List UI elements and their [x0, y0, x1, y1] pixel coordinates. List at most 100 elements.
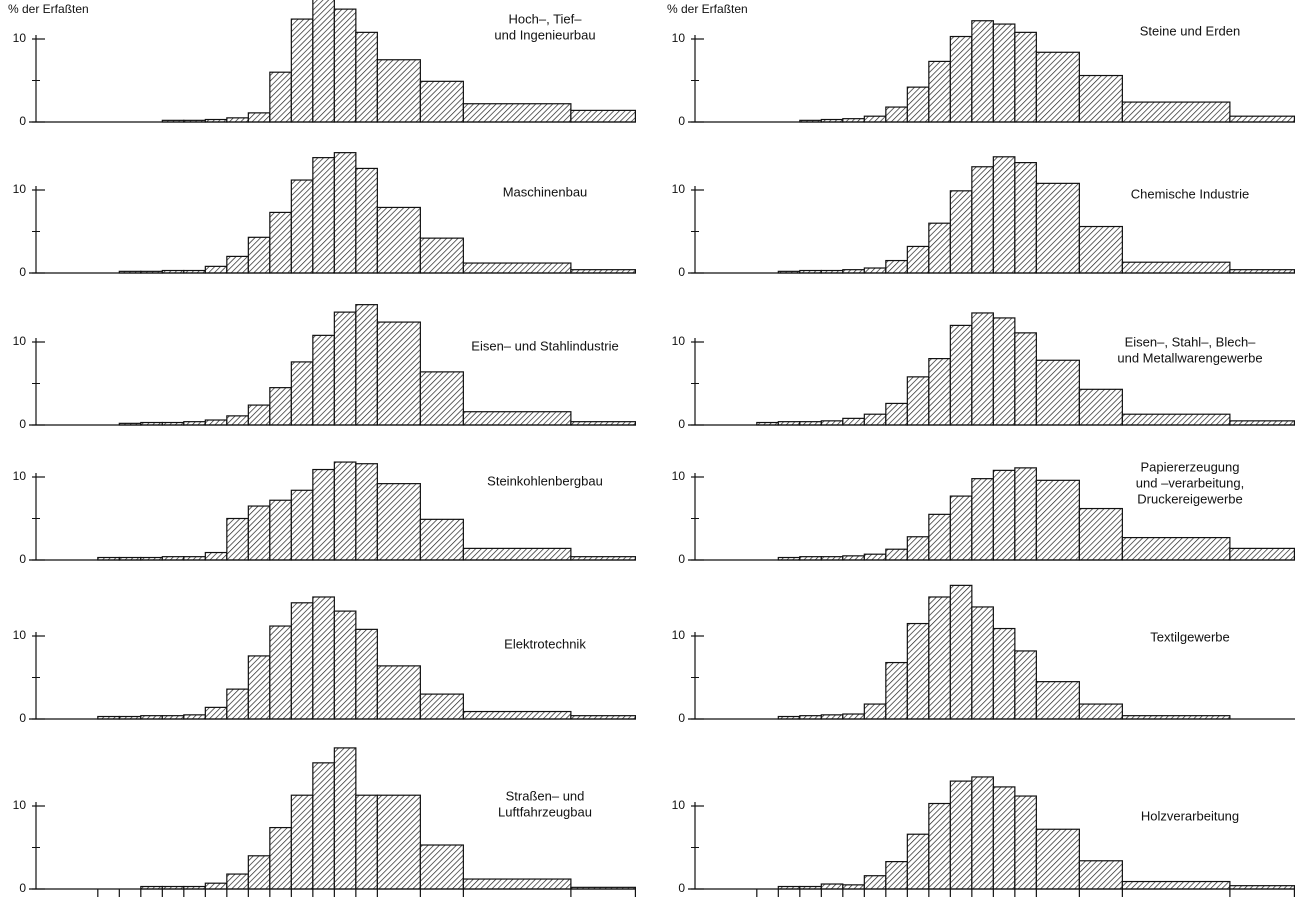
bar	[928, 596, 951, 720]
bar	[226, 873, 249, 890]
chart-title: Steine und Erden	[1140, 23, 1240, 38]
y-tick-label: 10	[672, 798, 686, 812]
bar	[333, 461, 357, 561]
bar	[290, 18, 314, 123]
bar	[992, 23, 1016, 123]
chart-title: Eisen–, Stahl–, Blech–	[1125, 334, 1257, 349]
bar	[1078, 703, 1123, 720]
bar	[928, 513, 951, 561]
bar	[885, 548, 908, 561]
bar	[949, 324, 973, 426]
chart-title: Papiererzeugung	[1140, 459, 1239, 474]
y-tick-label: 10	[672, 628, 686, 642]
bar	[992, 317, 1016, 426]
chart-title: Chemische Industrie	[1131, 186, 1250, 201]
bar	[1121, 101, 1231, 123]
y-tick-label: 10	[672, 182, 686, 196]
bar	[376, 794, 421, 890]
bar	[376, 321, 421, 426]
y-axis-label: % der Erfaßten	[8, 2, 89, 16]
bar	[1078, 74, 1123, 123]
bar	[1078, 860, 1123, 890]
y-tick-label: 0	[19, 711, 26, 725]
bar	[842, 417, 865, 426]
y-tick-label: 10	[13, 628, 27, 642]
bar	[312, 596, 335, 720]
bar	[419, 518, 464, 561]
bar	[1014, 162, 1037, 274]
bar	[269, 387, 292, 426]
y-tick-label: 0	[678, 711, 685, 725]
y-tick-label: 0	[678, 417, 685, 431]
bar	[376, 483, 421, 561]
bar	[419, 693, 464, 720]
bar	[863, 703, 887, 720]
bar	[355, 628, 378, 720]
bar	[333, 8, 357, 123]
bar	[906, 833, 930, 890]
bar	[971, 312, 994, 426]
chart-title: Straßen– und	[506, 788, 585, 803]
bar	[992, 156, 1016, 274]
bar	[333, 152, 357, 274]
bar	[247, 505, 271, 561]
y-tick-label: 0	[678, 265, 685, 279]
bar	[971, 606, 994, 720]
y-tick-label: 0	[19, 881, 26, 895]
bar	[333, 747, 357, 890]
bar	[885, 402, 908, 426]
bar	[906, 376, 930, 426]
bar	[312, 762, 335, 890]
bar	[269, 625, 292, 720]
bar	[247, 855, 271, 890]
y-tick-label: 10	[672, 31, 686, 45]
bar	[204, 706, 228, 720]
bar	[462, 878, 572, 890]
bar	[333, 610, 357, 720]
bar	[1035, 681, 1080, 720]
bar	[290, 179, 314, 274]
bar	[885, 661, 908, 720]
bar	[355, 794, 378, 890]
y-tick-label: 0	[678, 114, 685, 128]
bar	[928, 358, 951, 426]
bar	[204, 419, 228, 426]
bar	[226, 255, 249, 274]
chart-title: Steinkohlenbergbau	[487, 473, 603, 488]
bar	[355, 304, 378, 426]
bar	[247, 236, 271, 274]
bar	[1121, 536, 1231, 561]
bar	[312, 334, 335, 426]
bar	[842, 713, 865, 720]
bar	[204, 551, 228, 561]
bar	[949, 35, 973, 123]
bar	[1014, 332, 1037, 426]
bar	[992, 786, 1016, 890]
bar	[204, 265, 228, 274]
bar	[820, 883, 844, 890]
bar	[863, 115, 887, 123]
bar	[863, 875, 887, 890]
bar	[971, 776, 994, 890]
chart-title: Maschinenbau	[503, 184, 588, 199]
bar	[1121, 880, 1231, 890]
bar	[1014, 31, 1037, 123]
y-tick-label: 0	[19, 265, 26, 279]
bar	[1014, 467, 1037, 561]
bar	[1035, 479, 1080, 561]
bar	[1078, 225, 1123, 274]
bar	[355, 31, 378, 123]
y-tick-label: 10	[13, 31, 27, 45]
bar	[971, 478, 994, 561]
bar	[949, 190, 973, 274]
chart-title: Eisen– und Stahlindustrie	[471, 338, 618, 353]
bar	[1078, 507, 1123, 561]
chart-title: Luftfahrzeugbau	[498, 804, 592, 819]
bar	[462, 411, 572, 426]
bar	[462, 547, 572, 561]
bar	[419, 371, 464, 426]
bar	[462, 262, 572, 274]
bar	[1035, 182, 1080, 274]
bar	[290, 489, 314, 561]
bar	[1014, 795, 1037, 890]
